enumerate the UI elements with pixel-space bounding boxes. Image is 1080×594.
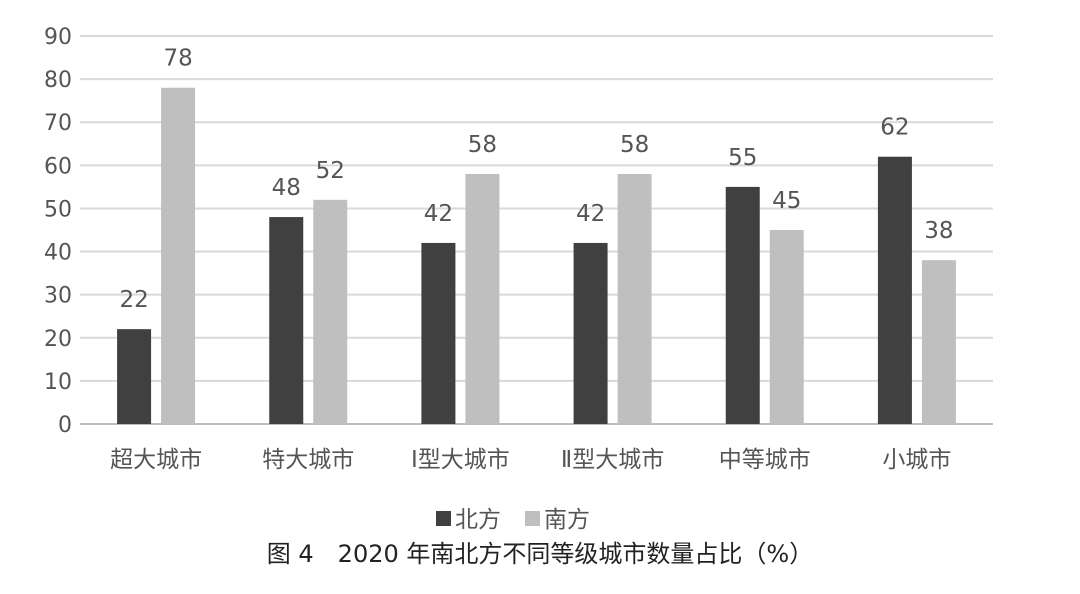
legend-label-north: 北方: [455, 507, 501, 533]
y-tick-label: 80: [44, 68, 72, 93]
data-label-south: 52: [316, 158, 345, 184]
y-tick-label: 40: [44, 241, 72, 266]
data-label-north: 22: [119, 287, 148, 313]
legend-swatch-south: [525, 511, 540, 526]
data-label-north: 42: [576, 201, 605, 227]
bar-north: [725, 186, 760, 424]
bar-south: [921, 260, 956, 424]
gridlines: [80, 35, 993, 425]
bar-north: [117, 329, 152, 424]
y-tick-label: 70: [44, 111, 72, 136]
bar-south: [617, 173, 652, 424]
category-label: Ⅰ型大城市: [411, 447, 510, 473]
y-tick-label: 0: [58, 413, 72, 438]
bar-north: [573, 242, 608, 424]
y-tick-label: 30: [44, 284, 72, 309]
data-labels: 22 78 48 52 42 58 42 58 55 45 62 38: [119, 46, 953, 313]
data-label-south: 45: [772, 188, 801, 214]
legend-label-south: 南方: [544, 507, 590, 533]
data-label-north: 48: [272, 175, 301, 201]
bar-north: [421, 242, 456, 424]
category-label: 超大城市: [110, 447, 202, 473]
legend: 北方 南方: [436, 507, 590, 533]
y-tick-label: 60: [44, 154, 72, 179]
bar-south: [465, 173, 500, 424]
bar-south: [313, 199, 348, 424]
bar-north: [877, 156, 912, 424]
legend-swatch-north: [436, 511, 451, 526]
data-label-south: 78: [163, 46, 192, 72]
y-tick-label: 50: [44, 197, 72, 222]
y-tick-label: 20: [44, 327, 72, 352]
bar-south: [161, 87, 196, 424]
x-axis-categories: 超大城市 特大城市 Ⅰ型大城市 Ⅱ型大城市 中等城市 小城市: [110, 447, 951, 473]
figure-caption: 图 4 2020 年南北方不同等级城市数量占比（%）: [267, 540, 813, 568]
category-label: 小城市: [882, 447, 951, 473]
bars: [117, 87, 956, 424]
category-label: 中等城市: [719, 447, 811, 473]
category-label: 特大城市: [262, 447, 354, 473]
data-label-north: 55: [728, 145, 757, 171]
data-label-north: 42: [424, 201, 453, 227]
y-tick-label: 90: [44, 25, 72, 50]
data-label-south: 38: [924, 218, 953, 244]
y-tick-label: 10: [44, 370, 72, 395]
category-label: Ⅱ型大城市: [561, 447, 664, 473]
bar-north: [269, 217, 304, 424]
data-label-south: 58: [620, 132, 649, 158]
bar-south: [769, 230, 804, 424]
data-label-north: 62: [880, 115, 909, 141]
y-axis-ticks: 0 10 20 30 40 50 60 70 80 90: [44, 25, 72, 438]
data-label-south: 58: [468, 132, 497, 158]
